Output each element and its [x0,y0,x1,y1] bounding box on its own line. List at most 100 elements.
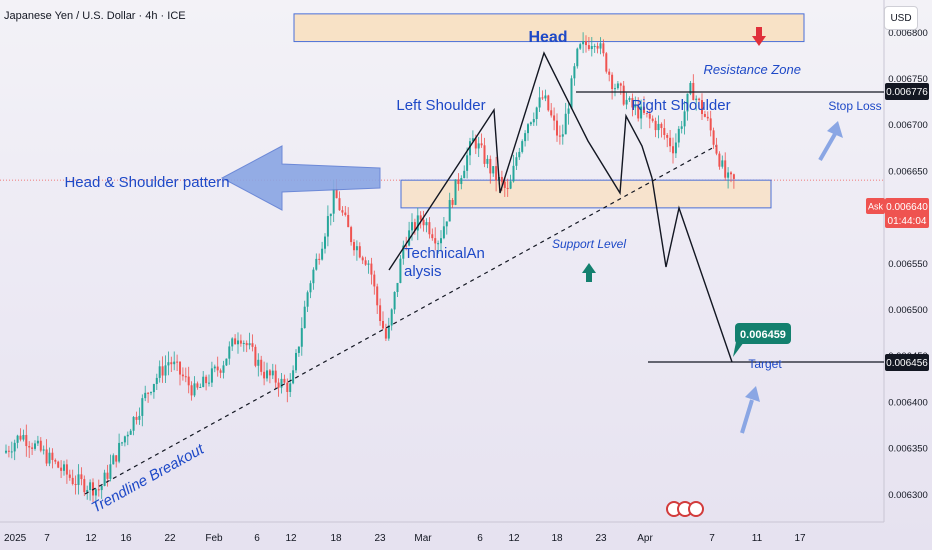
candle-body [118,442,121,462]
candle-body [193,383,196,396]
candle-body [689,82,692,94]
candle-body [245,342,248,346]
time-axis[interactable]: 2025 7 12 16 22 Feb 6 12 18 23 Mar 6 12 18 23 Apr 7 11 17 [4,533,806,544]
candle-body [239,340,242,344]
time-tick-label: 11 [752,533,763,544]
target-price-tag: 0.006456 [885,354,929,371]
candle-body [611,74,614,90]
candle-body [608,71,611,75]
candle-body [579,44,582,49]
candle-body [25,434,28,447]
candle-body [179,361,181,375]
economic-events-icons[interactable] [666,501,704,517]
candle-body [80,474,83,480]
candle-body [602,43,605,54]
candle-body [550,110,553,116]
candle-body [666,134,669,138]
candle-body [222,365,225,373]
candle-body [237,340,239,345]
candle-body [219,370,222,373]
candle-body [585,41,587,46]
price-tick-label: 0.006300 [888,490,928,501]
candle-body [596,45,599,49]
right-shoulder-label: Right Shoulder [631,97,730,114]
candle-body [106,472,109,479]
candle-body [634,105,637,108]
time-tick-label: Mar [414,533,432,544]
candle-body [527,124,529,134]
resistance-zone-box[interactable] [293,13,805,43]
candle-body [440,238,442,244]
candles-layer [5,32,735,507]
stop-loss-price: 0.006776 [886,87,928,98]
candle-body [277,382,280,388]
candle-body [538,97,541,108]
candle-body [593,45,596,47]
ask-tag-label: Ask [868,202,884,212]
candle-body [292,370,295,384]
target-label: Target [748,357,782,371]
head-label: Head [528,29,567,46]
candle-body [564,113,567,135]
candle-body [416,215,419,231]
candle-body [529,122,532,125]
candle-body [524,133,527,142]
candle-body [628,98,631,100]
candle-body [248,343,251,346]
candle-body [495,166,498,181]
target-price: 0.006456 [886,358,928,369]
candle-body [129,430,132,435]
candle-body [83,479,86,493]
candle-body [616,83,619,89]
candle-body [437,243,440,245]
head-and-shoulders-zigzag[interactable] [388,51,653,271]
candle-body [631,98,634,108]
candle-body [42,449,45,451]
candle-body [355,246,358,251]
pattern-arrow-icon [220,145,381,211]
time-tick-label: Apr [637,533,653,544]
currency-button[interactable]: USD [884,6,918,30]
candle-body [283,378,286,383]
candle-body [300,328,303,347]
candle-body [512,165,515,182]
candle-body [509,181,512,189]
candle-body [477,143,480,149]
candle-body [567,108,570,114]
projected-price-path[interactable] [651,177,733,363]
chart-title: Japanese Yen / U.S. Dollar · 4h · ICE [4,10,186,22]
candle-body [263,371,266,379]
candle-body [732,174,735,179]
candle-body [367,263,370,265]
trendline[interactable] [84,145,717,495]
candle-body [544,95,547,99]
candle-body [210,368,213,383]
candle-body [103,472,106,486]
support-zone-box[interactable] [400,179,772,209]
candle-body [660,123,663,129]
candle-body [672,146,674,154]
candle-body [60,467,63,471]
candle-body [715,144,718,154]
candle-body [176,361,179,363]
candle-body [393,292,396,310]
time-tick-label: 2025 [4,533,27,544]
candle-body [680,126,683,129]
candle-body [466,155,469,171]
candle-body [22,434,25,440]
candle-body [379,305,382,322]
candle-body [506,187,509,189]
candle-body [570,78,573,109]
candle-body [422,219,425,226]
target-price-bubble[interactable]: 0.006459 [733,323,791,357]
ask-price-tag: Ask 0.006640 01:44:04 [866,198,929,228]
time-tick-label: 12 [285,533,297,544]
candle-body [399,258,402,283]
candle-body [13,442,16,452]
candle-body [364,260,367,265]
time-tick-label: 22 [164,533,176,544]
candle-body [622,85,625,105]
candle-body [408,230,411,246]
